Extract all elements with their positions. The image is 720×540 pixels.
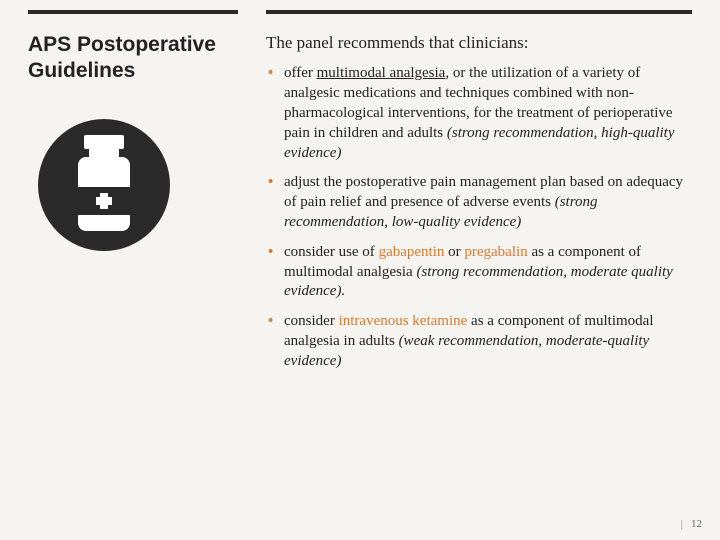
slide-content: APS Postoperative Guidelines The panel r… [0,14,720,382]
text-segment: adjust the postoperative pain management… [284,174,683,210]
text-segment: or [444,244,464,260]
text-segment: gabapentin [379,244,445,260]
list-item: consider intravenous ketamine as a compo… [266,312,692,371]
text-segment: consider [284,313,339,329]
medicine-bottle-icon [34,115,174,255]
text-segment: intravenous ketamine [339,313,468,329]
text-segment: offer [284,65,317,81]
top-rules [0,0,720,14]
text-segment: multimodal analgesia [317,65,446,81]
lead-text: The panel recommends that clinicians: [266,32,692,54]
right-column: The panel recommends that clinicians: of… [266,32,692,382]
left-column: APS Postoperative Guidelines [28,32,238,382]
bullet-list: offer multimodal analgesia, or the utili… [266,64,692,371]
rule-right [266,10,692,14]
list-item: offer multimodal analgesia, or the utili… [266,64,692,163]
page-title: APS Postoperative Guidelines [28,32,238,85]
text-segment: pregabalin [464,244,527,260]
page-number-value: 12 [691,518,702,530]
page-number: |12 [681,518,702,530]
list-item: adjust the postoperative pain management… [266,173,692,232]
rule-left [28,10,238,14]
list-item: consider use of gabapentin or pregabalin… [266,243,692,302]
text-segment: consider use of [284,244,379,260]
